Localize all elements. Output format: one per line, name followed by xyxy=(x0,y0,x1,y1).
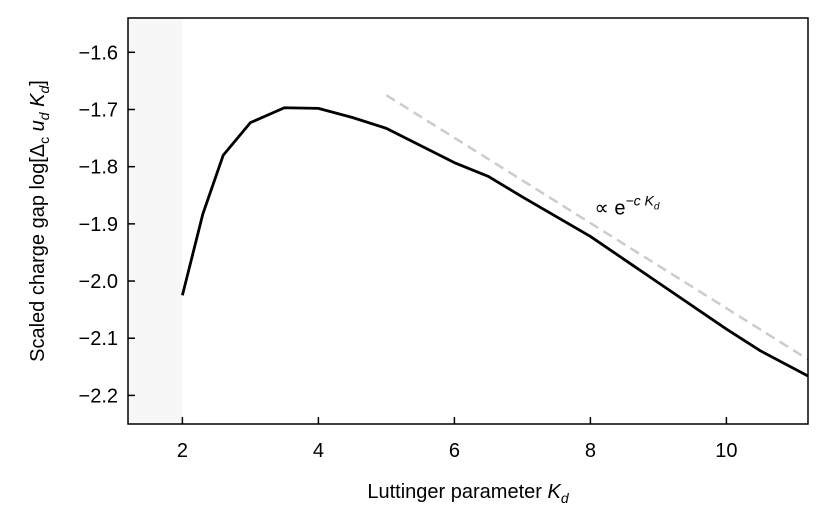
y-tick-label: −2.0 xyxy=(79,271,118,293)
x-tick-label: 10 xyxy=(715,440,737,462)
x-tick-label: 8 xyxy=(585,440,596,462)
y-tick-label: −1.9 xyxy=(79,214,118,236)
y-tick-label: −1.7 xyxy=(79,99,118,121)
y-tick-label: −1.8 xyxy=(79,157,118,179)
y-axis-label-part: d xyxy=(36,111,52,120)
y-tick-label: −1.6 xyxy=(79,42,118,64)
annotation-part: d xyxy=(654,202,660,213)
annotation-part: ∝ e xyxy=(594,198,625,220)
y-axis-label: Scaled charge gap log[Δc ud Kd] xyxy=(27,80,52,362)
y-tick-label: −2.2 xyxy=(79,385,118,407)
x-axis-label-part: d xyxy=(561,490,570,506)
y-tick-label: −2.1 xyxy=(79,328,118,350)
x-tick-label: 4 xyxy=(313,440,324,462)
annotation: ∝ e−c Kd xyxy=(594,193,659,220)
y-axis-label-part: c xyxy=(36,137,52,144)
data-line xyxy=(181,106,809,378)
y-axis-label-part: K xyxy=(27,92,49,113)
annotation-part: −c K xyxy=(625,193,654,209)
reference-line xyxy=(385,94,809,361)
x-axis-label-part: Luttinger parameter xyxy=(367,481,547,503)
y-axis-label-part: u xyxy=(27,120,49,137)
plot-frame xyxy=(127,17,809,425)
x-tick-label: 6 xyxy=(449,440,460,462)
y-axis-label-part: Scaled charge gap log[Δ xyxy=(27,144,49,362)
shaded-region xyxy=(128,18,183,424)
x-axis-label-part: K xyxy=(547,481,562,503)
y-axis-label-part: d xyxy=(36,85,52,94)
x-axis-label: Luttinger parameter Kd xyxy=(367,481,569,506)
x-tick-label: 2 xyxy=(177,440,188,462)
y-axis-label-part: ] xyxy=(27,80,49,86)
